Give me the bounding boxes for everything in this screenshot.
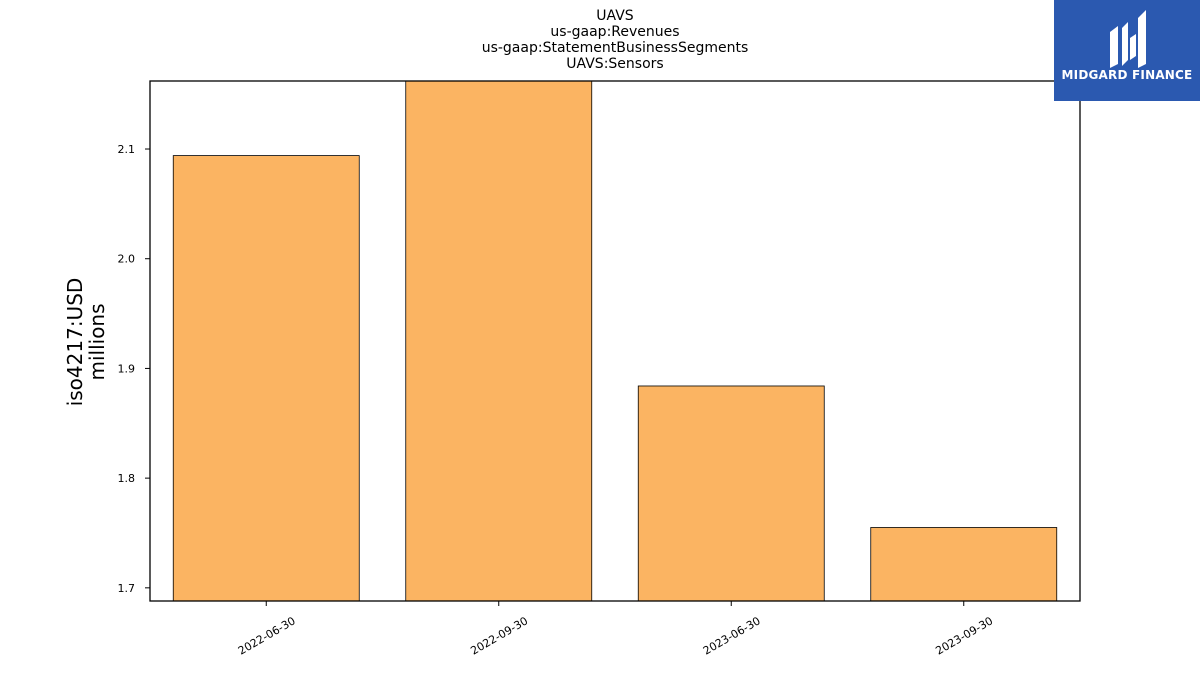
plot-frame xyxy=(149,80,1081,602)
chart-title: UAVS us-gaap:Revenues us-gaap:StatementB… xyxy=(482,8,749,72)
y-tick-label: 1.8 xyxy=(118,472,136,485)
x-tick-label: 2023-06-30 xyxy=(701,614,763,657)
chart-title-line-1: UAVS xyxy=(596,8,634,24)
bar-2022-06-30 xyxy=(172,155,360,602)
y-axis-ticks: 1.7 1.8 1.9 2.0 2.1 xyxy=(118,143,150,595)
x-tick-label: 2022-06-30 xyxy=(236,614,298,657)
chart-title-line-2: us-gaap:Revenues xyxy=(550,24,679,40)
y-tick-label: 2.0 xyxy=(118,253,136,266)
y-tick-label: 1.9 xyxy=(118,362,136,375)
chart-title-line-4: UAVS:Sensors xyxy=(566,56,663,72)
bar-2023-06-30 xyxy=(637,385,825,602)
y-tick-label: 1.7 xyxy=(118,582,136,595)
x-axis-ticks: 2022-06-30 2022-09-30 2023-06-30 2023-09-30 xyxy=(236,601,995,658)
bar-2022-09-30 xyxy=(405,80,593,602)
y-axis-label-line-2: millions xyxy=(85,303,109,380)
y-axis-label: iso4217:USD millions xyxy=(63,278,109,407)
x-tick-label: 2022-09-30 xyxy=(468,614,530,657)
bar-2023-09-30 xyxy=(870,527,1058,602)
logo-text: MIDGARD FINANCE xyxy=(1061,68,1193,82)
chart-title-line-3: us-gaap:StatementBusinessSegments xyxy=(482,40,749,56)
y-axis-label-line-1: iso4217:USD xyxy=(63,278,87,407)
brand-logo: MIDGARD FINANCE xyxy=(1054,0,1200,101)
y-tick-label: 2.1 xyxy=(118,143,136,156)
x-tick-label: 2023-09-30 xyxy=(933,614,995,657)
logo-mark-icon xyxy=(1110,10,1146,68)
bars-group xyxy=(172,80,1058,602)
